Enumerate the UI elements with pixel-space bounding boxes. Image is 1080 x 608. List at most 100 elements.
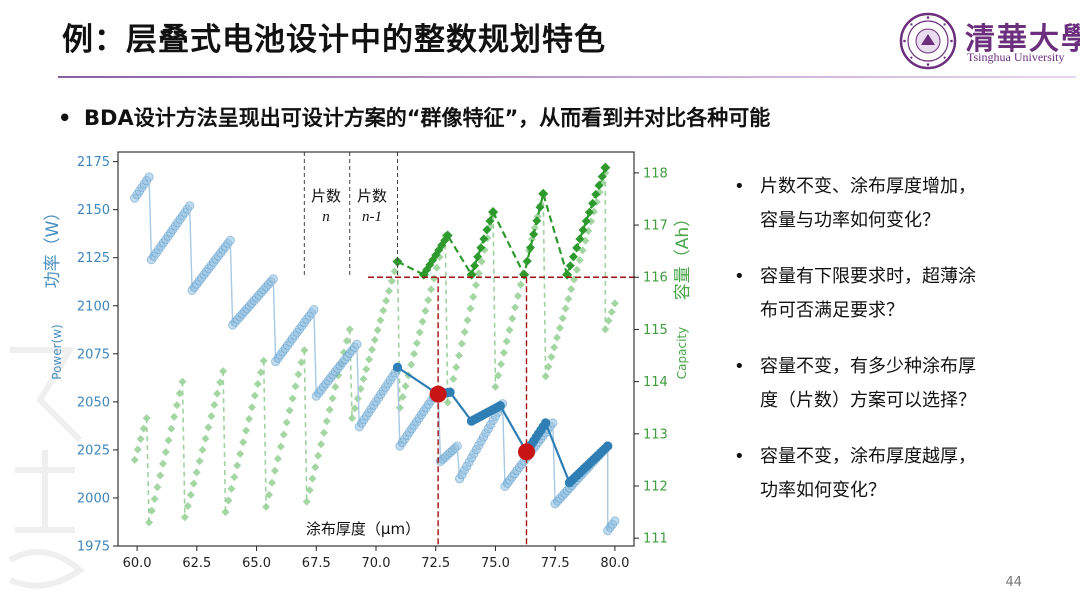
capacity-frontier-point [522, 256, 532, 266]
capacity-point [167, 424, 176, 433]
capacity-point [291, 382, 300, 391]
capacity-point [491, 382, 500, 391]
x-tick-label: 62.5 [182, 556, 211, 571]
power-frontier-point [603, 441, 613, 451]
y-right-tick-label: 112 [643, 479, 668, 494]
capacity-point [407, 360, 416, 369]
annotation-label-n-1: 片数 [357, 187, 387, 205]
capacity-frontier-point [565, 261, 575, 271]
capacity-frontier-point [584, 207, 594, 217]
capacity-point [198, 445, 207, 454]
y-left-tick-label: 2000 [77, 491, 110, 506]
y-left-tick-label: 1975 [77, 540, 110, 555]
bullet-dot-icon: • [734, 176, 745, 197]
capacity-point [379, 306, 388, 315]
capacity-point [180, 513, 189, 522]
capacity-point [207, 412, 216, 421]
capacity-point [390, 267, 399, 276]
capacity-point [342, 336, 351, 345]
capacity-point [224, 496, 233, 505]
y-right-tick-label: 117 [643, 219, 668, 234]
capacity-frontier-point [529, 229, 539, 239]
capacity-point [432, 263, 441, 272]
power-connector [356, 344, 360, 427]
capacity-frontier-point [488, 207, 499, 218]
capacity-point [497, 360, 506, 369]
capacity-frontier-point [473, 252, 483, 262]
capacity-point [145, 518, 154, 527]
capacity-point [555, 323, 564, 332]
capacity-point [435, 253, 444, 262]
capacity-point [367, 345, 376, 354]
question-line: 容量与功率如何变化？ [760, 210, 940, 231]
power-connector [188, 205, 193, 291]
y-right-tick-label: 111 [643, 532, 668, 547]
capacity-point [201, 434, 210, 443]
capacity-point [530, 223, 539, 232]
capacity-point [308, 474, 317, 483]
capacity-point [382, 296, 391, 305]
capacity-point [499, 348, 508, 357]
capacity-point [170, 412, 179, 421]
capacity-connector [222, 371, 227, 513]
bullet-dot-icon: • [734, 446, 745, 467]
capacity-point [610, 299, 619, 308]
capacity-connector [145, 418, 150, 523]
annotation-var-n-1: n-1 [362, 209, 382, 225]
y-right-label-cn: 容量（Ah） [673, 210, 693, 300]
capacity-point [250, 391, 259, 400]
capacity-point [233, 461, 242, 470]
capacity-point [550, 343, 559, 352]
capacity-point [282, 418, 291, 427]
capacity-frontier-point [535, 202, 545, 212]
y-left-label-en: Power(w) [50, 324, 64, 379]
capacity-frontier-point [591, 189, 601, 199]
power-connector [272, 278, 277, 362]
capacity-point [376, 316, 385, 325]
question-line: 功率如何变化？ [760, 480, 886, 501]
capacity-frontier-point [392, 256, 403, 267]
capacity-point [370, 335, 379, 344]
capacity-point [183, 502, 192, 511]
highlight-point [429, 385, 447, 403]
capacity-point [213, 389, 222, 398]
capacity-point [133, 445, 142, 454]
capacity-point [153, 483, 162, 492]
power-frontier-point [392, 362, 403, 372]
question-line: 容量不变，涂布厚度越厚， [760, 446, 976, 467]
capacity-point [601, 325, 610, 334]
capacity-point [236, 449, 245, 458]
power-connector [148, 176, 153, 260]
question-item: • 片数不变、涂布厚度增加， 容量与功率如何变化？ [730, 170, 1060, 238]
capacity-point [230, 473, 239, 482]
capacity-point [511, 303, 520, 312]
question-item: • 容量有下限要求时，超薄涂 布可否满足要求？ [730, 260, 1060, 328]
question-line: 片数不变、涂布厚度增加， [760, 176, 976, 197]
capacity-point [311, 463, 320, 472]
capacity-point [314, 451, 323, 460]
power-connector [313, 309, 317, 397]
capacity-point [239, 438, 248, 447]
x-tick-label: 75.0 [481, 556, 510, 571]
university-seal-icon [899, 12, 957, 70]
capacity-point [469, 292, 478, 301]
capacity-point [607, 308, 616, 317]
capacity-frontier-point [470, 261, 480, 271]
capacity-point [587, 217, 596, 226]
capacity-point [325, 405, 334, 414]
capacity-point [466, 304, 475, 313]
capacity-point [288, 394, 297, 403]
logo-english-name: Tsinghua University [967, 50, 1065, 64]
capacity-point [297, 358, 306, 367]
capacity-connector [444, 235, 449, 403]
capacity-point [221, 508, 230, 517]
title-divider [58, 76, 1076, 78]
capacity-point [452, 363, 461, 372]
capacity-point [270, 466, 279, 475]
capacity-frontier-point [572, 243, 582, 253]
capacity-point [395, 403, 404, 412]
y-right-tick-label: 115 [643, 323, 668, 338]
capacity-point [130, 455, 139, 464]
y-right-tick-label: 113 [643, 427, 668, 442]
x-tick-label: 80.0 [600, 556, 629, 571]
